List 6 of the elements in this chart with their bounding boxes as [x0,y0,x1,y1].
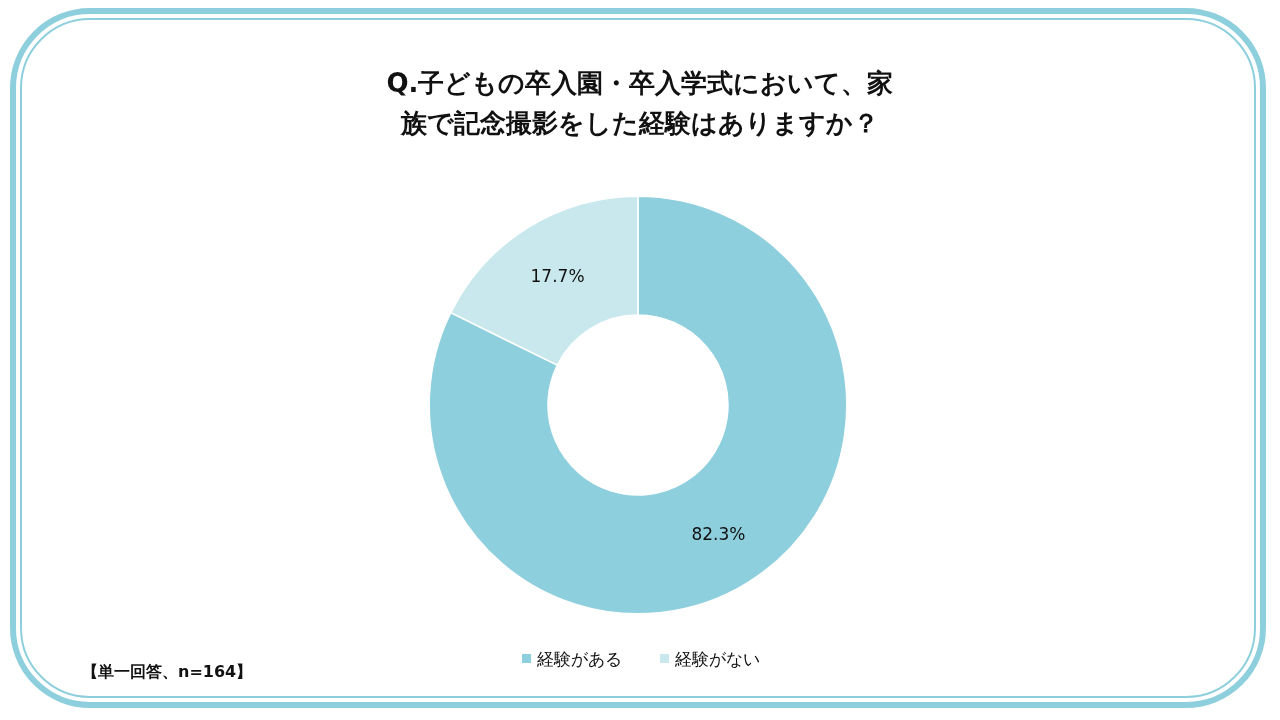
chart-title: Q.子どもの卒入園・卒入学式において、家族で記念撮影をした経験はありますか？ [386,68,894,138]
legend-label: 経験がある [536,648,622,669]
data-label: 82.3% [691,524,746,545]
legend-label: 経験がない [674,648,760,669]
text: 【単一回答、n=164】 [82,662,253,683]
data-label: 17.7% [530,265,585,286]
